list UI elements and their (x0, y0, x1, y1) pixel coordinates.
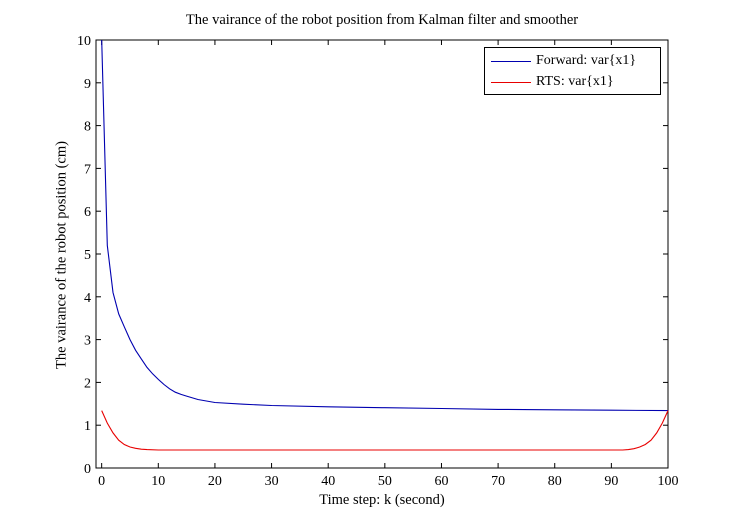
legend-label-rts: RTS: var{x1} (536, 74, 614, 89)
y-tick-label: 0 (84, 462, 91, 477)
axis-ticks: 0 10 20 30 40 50 60 70 80 90 100 0 1 2 3 4 5 6 7 8 9 10 (77, 34, 679, 489)
legend: Forward: var{x1} RTS: var{x1} (484, 47, 661, 95)
y-tick-label: 4 (84, 291, 91, 306)
y-tick-label: 6 (84, 205, 91, 220)
x-tick-label: 50 (378, 474, 392, 489)
x-axis-label: Time step: k (second) (319, 492, 445, 508)
x-tick-label: 30 (265, 474, 279, 489)
legend-item-forward: Forward: var{x1} (485, 51, 660, 71)
x-tick-label: 20 (208, 474, 222, 489)
series-line-forward (101, 39, 669, 412)
x-tick-label: 10 (151, 474, 165, 489)
y-tick-label: 9 (84, 77, 91, 92)
series-lines (101, 39, 669, 451)
legend-item-rts: RTS: var{x1} (485, 72, 660, 92)
x-tick-label: 70 (491, 474, 505, 489)
x-tick-label: 80 (548, 474, 562, 489)
x-tick-label: 0 (98, 474, 105, 489)
x-tick-label: 90 (604, 474, 618, 489)
y-axis-label: The vairance of the robot position (cm) (53, 141, 70, 369)
x-tick-label: 40 (321, 474, 335, 489)
axes-box (95, 39, 669, 469)
y-tick-label: 2 (84, 376, 91, 391)
chart-title: The vairance of the robot position from … (185, 12, 579, 28)
y-tick-label: 8 (84, 120, 91, 135)
x-tick-label: 60 (434, 474, 448, 489)
series-line-rts (101, 410, 669, 451)
y-tick-label: 7 (84, 162, 91, 177)
y-tick-label: 10 (77, 34, 91, 49)
legend-label-forward: Forward: var{x1} (536, 53, 637, 68)
y-tick-label: 1 (84, 419, 91, 434)
y-tick-label: 3 (84, 334, 91, 349)
y-tick-label: 5 (84, 248, 91, 263)
legend-swatch-rts (491, 82, 531, 83)
legend-swatch-forward (491, 61, 531, 62)
x-tick-label: 100 (658, 474, 679, 489)
